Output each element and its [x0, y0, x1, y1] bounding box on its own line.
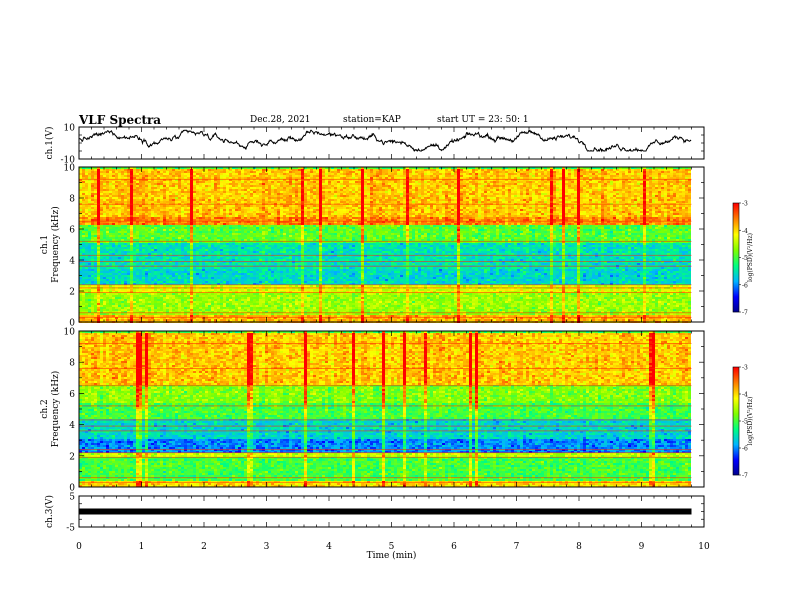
colorbar-label: log(PSD)(V²/Hz) — [747, 233, 754, 282]
colorbar-tick-label: -4 — [742, 392, 748, 399]
panel-4: -5 5 ch.3(V) — [44, 493, 705, 534]
colorbar-tick-label: -7 — [742, 473, 748, 480]
y-tick-label: 10 — [64, 124, 76, 134]
x-tick-label: 3 — [264, 542, 270, 552]
colorbar: -3 -4 -5 -6 -7 log(PSD)(V²/Hz) — [732, 201, 754, 317]
y-tick-label: 2 — [69, 288, 75, 298]
colorbar-tick-label: -7 — [742, 310, 748, 317]
y-tick-label: 10 — [64, 164, 76, 174]
panel-3: -3 -4 -5 -6 -7 log(PSD)(V²/Hz) 0 2 4 6 8 10 ch.2 Freq… — [40, 328, 754, 494]
ch3-signal-trace — [79, 508, 692, 515]
colorbar-tick-label: -5 — [742, 255, 748, 262]
x-tick-label: 2 — [201, 542, 207, 552]
start-time-label: start UT = 23: 50: 1 — [437, 115, 529, 125]
spectrogram-heatmap — [79, 331, 704, 487]
x-tick-label: 10 — [698, 542, 710, 552]
colorbar-tick-label: -3 — [742, 365, 748, 372]
y-tick-label: 4 — [69, 257, 75, 267]
colorbar: -3 -4 -5 -6 -7 log(PSD)(V²/Hz) — [732, 365, 754, 480]
y-tick-label: 6 — [69, 390, 75, 400]
spectrogram-heatmap — [79, 167, 704, 323]
y-tick-label: 6 — [69, 226, 75, 236]
ch1-waveform-trace — [78, 129, 692, 153]
colorbar-tick-label: -6 — [742, 282, 748, 289]
y-axis-label: ch.3(V) — [44, 495, 55, 528]
y-axis-label: ch.1(V) — [44, 127, 55, 160]
colorbar-tick-label: -6 — [742, 446, 748, 453]
panel-1: -10 10 ch.1(V) — [44, 124, 705, 166]
y-axis-label: ch.1 — [40, 235, 50, 254]
colorbar-tick-label: -3 — [742, 201, 748, 208]
y-axis-label: ch.2 — [40, 399, 50, 418]
colorbar-tick-label: -5 — [742, 419, 748, 426]
date-label: Dec.28, 2021 — [250, 115, 311, 125]
x-tick-label: 0 — [76, 542, 82, 552]
x-axis: 0 1 2 3 4 5 6 7 8 9 10 Time (min) — [76, 542, 710, 561]
y-tick-label: -5 — [66, 524, 75, 534]
y-tick-label: 4 — [69, 421, 75, 431]
chart-title: VLF Spectra — [79, 113, 161, 127]
x-tick-label: 5 — [389, 542, 395, 552]
x-tick-label: 9 — [639, 542, 645, 552]
station-label: station=KAP — [343, 115, 401, 125]
panel-2: -3 -4 -5 -6 -7 log(PSD)(V²/Hz) 0 2 4 6 8 10 ch.1 Freq… — [40, 164, 754, 329]
y-axis-label: Frequency (kHz) — [50, 206, 61, 283]
x-tick-label: 1 — [139, 542, 145, 552]
y-tick-label: 5 — [69, 493, 75, 503]
y-tick-label: 0 — [69, 484, 75, 494]
y-tick-label: 8 — [69, 195, 75, 205]
y-tick-label: -10 — [61, 156, 76, 166]
y-tick-label: 8 — [69, 359, 75, 369]
x-tick-label: 8 — [576, 542, 582, 552]
colorbar-tick-label: -4 — [742, 228, 748, 235]
x-axis-label: Time (min) — [367, 550, 417, 561]
y-tick-label: 2 — [69, 452, 75, 462]
x-tick-label: 6 — [451, 542, 457, 552]
y-axis-label: Frequency (kHz) — [50, 371, 61, 448]
x-tick-label: 7 — [514, 542, 520, 552]
colorbar-label: log(PSD)(V²/Hz) — [747, 397, 754, 446]
x-tick-label: 4 — [326, 542, 332, 552]
y-tick-label: 0 — [69, 319, 75, 329]
y-tick-label: 10 — [64, 328, 76, 338]
